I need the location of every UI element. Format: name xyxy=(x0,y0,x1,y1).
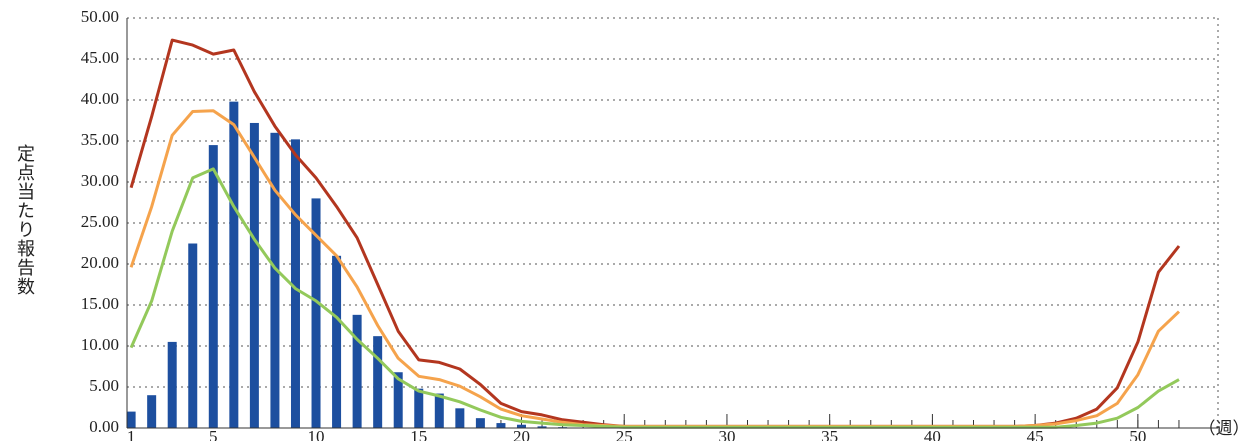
bar xyxy=(249,122,259,429)
bar xyxy=(434,393,444,428)
x-tick-label: 50 xyxy=(1129,427,1146,441)
bar xyxy=(332,255,342,428)
x-tick-label: 40 xyxy=(924,427,941,441)
y-tick-label: 20.00 xyxy=(81,253,119,272)
bar xyxy=(167,341,177,428)
y-tick-label: 5.00 xyxy=(89,376,119,395)
y-tick-label: 0.00 xyxy=(89,417,119,436)
y-tick-label: 30.00 xyxy=(81,171,119,190)
bar xyxy=(537,426,547,428)
x-tick-label: 45 xyxy=(1027,427,1044,441)
y-tick-label: 40.00 xyxy=(81,89,119,108)
line xyxy=(129,109,1181,428)
bar xyxy=(126,411,136,428)
y-tick-label: 35.00 xyxy=(81,130,119,149)
bar xyxy=(475,418,485,428)
bar xyxy=(208,145,218,428)
bar xyxy=(496,423,506,428)
x-tick-label: 1 xyxy=(127,427,136,441)
line xyxy=(129,38,1181,428)
bar xyxy=(311,198,321,428)
x-tick-label: 5 xyxy=(209,427,218,441)
bar xyxy=(290,139,300,429)
x-tick-label: 20 xyxy=(513,427,530,441)
bar xyxy=(352,314,362,428)
y-tick-label: 25.00 xyxy=(81,212,119,231)
y-tick-label: 45.00 xyxy=(81,48,119,67)
bar xyxy=(147,395,157,428)
x-tick-label: 30 xyxy=(718,427,735,441)
x-tick-label: 25 xyxy=(616,427,633,441)
x-tick-label: 10 xyxy=(308,427,325,441)
bar xyxy=(188,243,198,428)
bar xyxy=(393,372,403,428)
bar xyxy=(455,408,465,428)
y-tick-label: 15.00 xyxy=(81,294,119,313)
bar xyxy=(414,388,424,428)
y-tick-label: 10.00 xyxy=(81,335,119,354)
bar xyxy=(229,101,239,428)
x-tick-label: 15 xyxy=(410,427,427,441)
bar xyxy=(373,336,383,428)
x-axis-unit: （週） xyxy=(1199,419,1239,438)
bar xyxy=(270,132,280,429)
x-tick-label: 35 xyxy=(821,427,838,441)
line xyxy=(129,167,1180,429)
y-tick-label: 50.00 xyxy=(81,7,119,26)
bar xyxy=(516,424,526,428)
y-axis-label: 定点当たり報告数 xyxy=(14,144,35,296)
